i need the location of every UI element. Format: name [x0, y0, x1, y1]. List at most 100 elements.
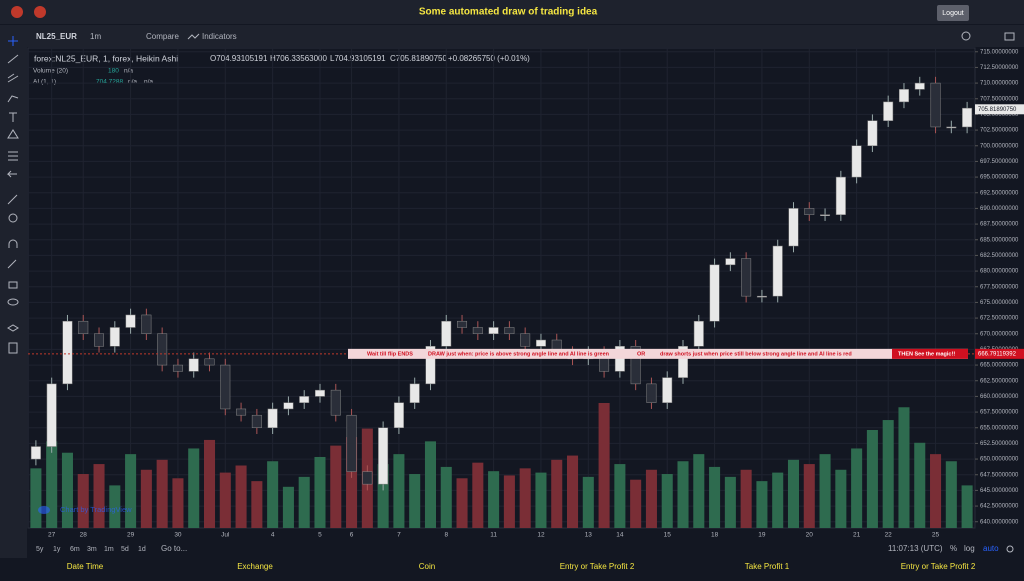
volume-bar	[409, 474, 421, 528]
pattern-tool[interactable]	[7, 129, 19, 139]
candle-body	[157, 333, 168, 366]
settings-icon[interactable]	[961, 31, 971, 41]
crosshair-tool[interactable]	[8, 36, 18, 46]
volume-bar	[61, 452, 73, 528]
y-tick-label: 687.50000000	[980, 222, 1019, 228]
volume-bar	[961, 485, 973, 528]
brush-tool[interactable]	[7, 95, 19, 103]
range-button[interactable]: 5d	[121, 546, 129, 553]
range-button[interactable]: 3m	[87, 546, 97, 553]
range-button[interactable]: 5y	[36, 546, 44, 553]
logo	[34, 6, 46, 18]
ai-legend: AI (1, 1)	[33, 79, 56, 86]
percent-toggle[interactable]: %	[950, 544, 957, 553]
logout-button[interactable]	[937, 5, 969, 21]
measure-tool[interactable]	[7, 194, 18, 205]
price-tag	[975, 104, 1024, 115]
back-tool[interactable]	[6, 170, 17, 178]
layers-tool[interactable]	[7, 324, 19, 332]
trash-tool[interactable]	[8, 342, 18, 354]
lock-tool[interactable]	[8, 281, 18, 289]
volume-bar	[866, 429, 878, 528]
candle-body	[172, 364, 183, 372]
volume-bar	[456, 478, 468, 528]
volume-bar	[488, 471, 500, 528]
header-bar	[0, 0, 1024, 24]
candle-body	[535, 339, 546, 347]
indicators[interactable]: Indicators	[202, 32, 237, 41]
fib-tool[interactable]	[7, 73, 19, 83]
volume-bar	[693, 454, 705, 528]
x-tick-label: 13	[585, 532, 593, 539]
prediction-tool[interactable]	[8, 151, 18, 161]
x-tick-label: 28	[80, 532, 88, 539]
indicators-icon[interactable]	[187, 33, 200, 40]
volume-bar	[930, 454, 942, 528]
range-button[interactable]: 1m	[104, 546, 114, 553]
log-toggle[interactable]: log	[964, 544, 975, 553]
volume-bar	[377, 464, 389, 528]
plot-layer: 715.00000000 712.50000000 710.00000000 707.…	[28, 48, 1024, 539]
visibility-tool[interactable]	[7, 298, 19, 306]
candle-body	[457, 320, 468, 328]
x-tick-label: 15	[664, 532, 672, 539]
volume-bar	[251, 481, 263, 528]
candle-body	[898, 89, 909, 103]
compare[interactable]: Compare	[146, 32, 179, 41]
candle-body	[520, 333, 531, 347]
symbol[interactable]: NL25_EUR	[36, 32, 77, 41]
line-tool[interactable]	[7, 54, 19, 64]
y-tick-label: 715.00000000	[980, 49, 1019, 55]
legend-open: O704.93105191	[210, 54, 268, 63]
volume-na: n/a	[124, 68, 133, 75]
candle-body	[756, 295, 767, 298]
candle-body	[267, 408, 278, 428]
settings-icon[interactable]	[1006, 545, 1014, 553]
range-button[interactable]: 1d	[138, 546, 146, 553]
volume-bar	[30, 468, 42, 528]
range-button[interactable]: 1y	[53, 546, 61, 553]
y-tick-label: 655.00000000	[980, 425, 1019, 431]
footer-labels: Date Time Exchange Coin Entry or Take Profi…	[67, 562, 976, 571]
volume-bar	[661, 474, 673, 528]
footer-label: Exchange	[237, 562, 273, 571]
magnet-tool[interactable]	[8, 239, 18, 248]
candle-body	[393, 402, 404, 428]
volume-bar	[630, 479, 642, 528]
price-label: 705.81890750	[978, 107, 1017, 113]
interval[interactable]: 1m	[90, 32, 101, 41]
text-tool[interactable]	[9, 112, 17, 122]
toolbar	[0, 25, 1024, 47]
volume-bar	[503, 475, 515, 528]
zoom-tool[interactable]	[8, 213, 18, 223]
legend-high: H706.33563000	[270, 54, 327, 63]
x-tick-label: 7	[397, 532, 401, 539]
y-tick-label: 712.50000000	[980, 65, 1019, 71]
tool-icons	[6, 36, 19, 354]
volume-bar	[756, 481, 768, 528]
range-button[interactable]: 6m	[70, 546, 80, 553]
footer-label: Date Time	[67, 562, 104, 571]
draw-mode-tool[interactable]	[7, 259, 17, 269]
volume-legend: Volume (20)	[33, 68, 68, 75]
banner-text: THEN See the magic!!	[898, 351, 955, 357]
go-to[interactable]: Go to...	[161, 544, 187, 553]
candle-body	[94, 333, 105, 347]
logout-label[interactable]: Logout	[942, 10, 963, 17]
tool-sidebar	[0, 25, 27, 565]
volume-bar	[93, 464, 105, 528]
y-tick-label: 650.00000000	[980, 457, 1019, 463]
y-tick-label: 662.50000000	[980, 378, 1019, 384]
camera-icon[interactable]	[1004, 32, 1015, 41]
auto-toggle[interactable]: auto	[983, 544, 999, 553]
x-tick-label: 6	[350, 532, 354, 539]
banner-text: Wait till flip ENDS	[367, 351, 413, 357]
volume-bar	[772, 472, 784, 528]
y-tick-label: 682.50000000	[980, 253, 1019, 259]
x-tick-label: 11	[490, 532, 497, 539]
volume-bar	[724, 476, 736, 528]
volume-bar	[298, 476, 310, 528]
x-tick-label: 12	[537, 532, 545, 539]
x-tick-label: 8	[444, 532, 448, 539]
